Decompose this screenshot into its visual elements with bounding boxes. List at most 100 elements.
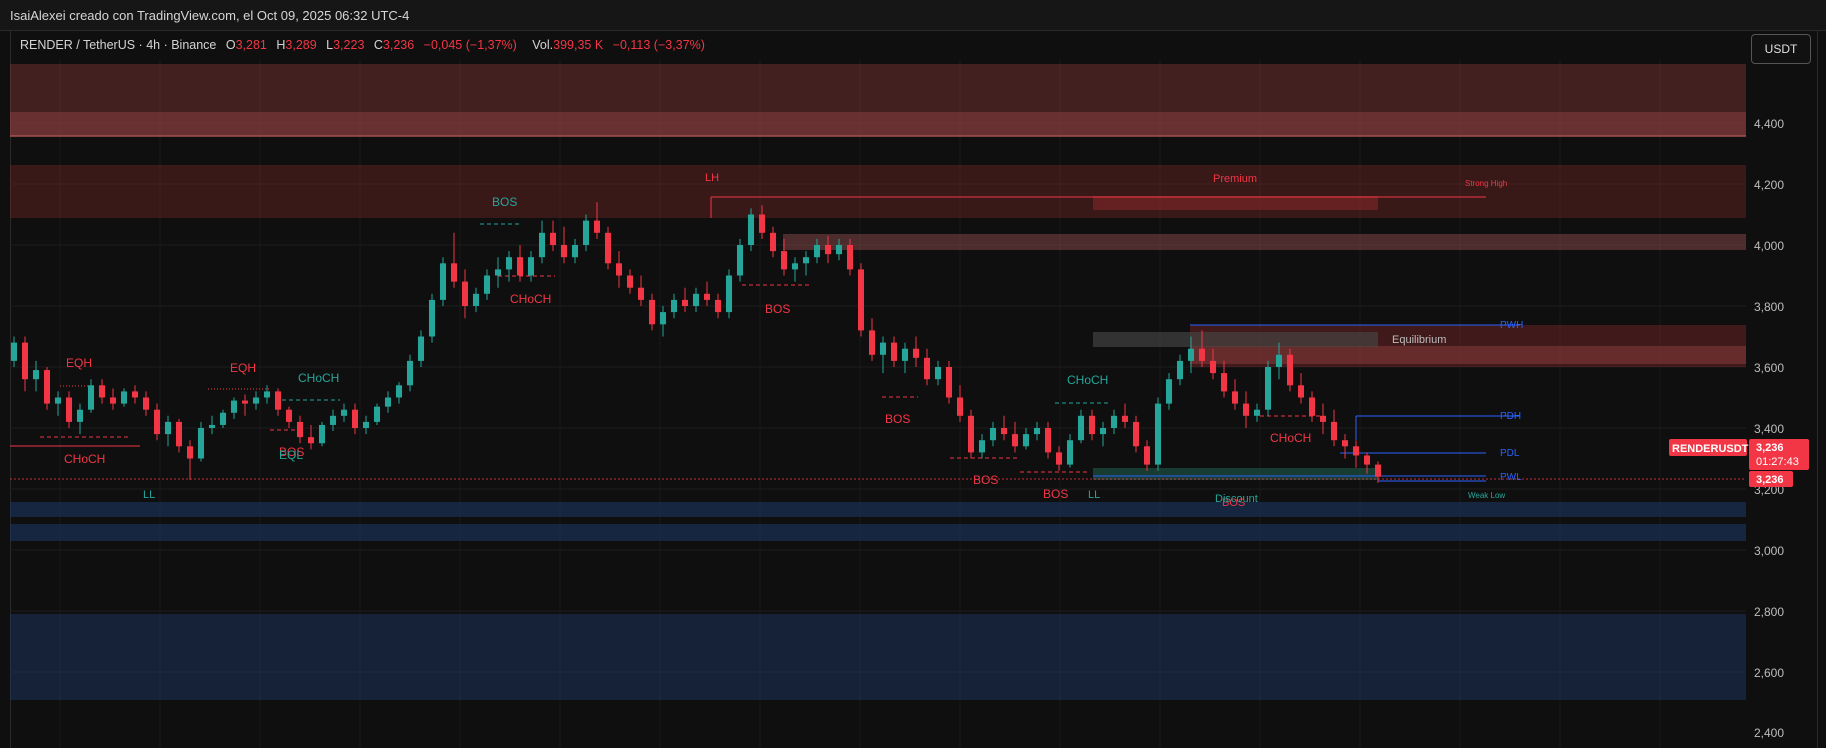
candle-body	[1374, 464, 1382, 477]
candle-body	[868, 330, 876, 355]
bos-label: BOS	[1222, 497, 1245, 509]
candle-body	[65, 397, 73, 422]
currency-unit-button[interactable]: USDT	[1751, 34, 1811, 64]
candle-body	[1154, 403, 1162, 465]
pdh-label: PDH	[1500, 411, 1521, 422]
equilibrium-zone	[1093, 332, 1378, 347]
legend-symbol[interactable]: RENDER / TetherUS · 4h · Binance	[20, 38, 217, 52]
candle-body	[87, 385, 95, 410]
choch-label: CHoCH	[1270, 431, 1311, 445]
candle-body	[923, 357, 931, 380]
candle-body	[692, 293, 700, 306]
legend-open-label: O	[225, 38, 236, 52]
candle-body	[1121, 415, 1129, 422]
price-tick: 4,200	[1754, 178, 1784, 192]
bos-label: BOS	[492, 195, 517, 209]
candle-body	[1231, 391, 1239, 404]
pwl-label: PWL	[1500, 472, 1522, 483]
candle-body	[1297, 385, 1305, 398]
candle-body	[494, 269, 502, 276]
weak-low-label: Weak Low	[1468, 491, 1505, 500]
demand-zone-3150	[10, 502, 1746, 517]
equilibrium-label: Equilibrium	[1392, 334, 1446, 346]
candle-body	[681, 299, 689, 306]
demand-zone-3050	[10, 524, 1746, 541]
candle-body	[1088, 415, 1096, 435]
premium-label: Premium	[1213, 173, 1257, 185]
candle-body	[472, 293, 480, 306]
level-price-tag	[1749, 471, 1793, 487]
candle-body	[802, 257, 810, 264]
candle-body	[428, 299, 436, 337]
price-tags: RENDERUSDT 3,236 01:27:43 3,236	[1669, 439, 1809, 487]
eqh-label: EQH	[66, 356, 92, 370]
supply-zone-top	[10, 64, 1746, 137]
candle-body	[758, 214, 766, 233]
candle-body	[1022, 434, 1030, 447]
horizontal-grid	[10, 122, 1746, 673]
candle-body	[450, 263, 458, 282]
candle-body	[835, 245, 843, 255]
candle-body	[1066, 440, 1074, 465]
candle-body	[54, 397, 62, 404]
price-axis[interactable]: 4,400 4,200 4,000 3,800 3,600 3,400 3,20…	[1754, 117, 1784, 740]
candle-body	[153, 409, 161, 435]
candle-body	[1330, 421, 1338, 441]
choch-label: CHoCH	[64, 452, 105, 466]
eql-label: EQL	[279, 448, 303, 462]
candle-body	[395, 385, 403, 398]
candle-body	[483, 275, 491, 294]
candle-body	[417, 336, 425, 361]
candle-body	[901, 348, 909, 361]
supply-zone-4000	[783, 234, 1746, 250]
choch-label: CHoCH	[1067, 373, 1108, 387]
ohlc-legend[interactable]: RENDER / TetherUS · 4h · Binance O3,281 …	[20, 38, 705, 52]
candle-body	[318, 424, 326, 444]
candle-body	[1363, 455, 1371, 465]
eqh-label: EQH	[230, 361, 256, 375]
candle-body	[615, 263, 623, 276]
legend-close-value: 3,236	[382, 38, 415, 52]
countdown-label: 01:27:43	[1756, 456, 1799, 468]
legend-high-value: 3,289	[285, 38, 317, 52]
candle-body	[659, 312, 667, 325]
candle-body	[648, 299, 656, 325]
candle-body	[527, 257, 535, 276]
candle-body	[21, 342, 29, 380]
candle-body	[736, 245, 744, 276]
premium-zone	[1093, 196, 1378, 210]
candle-body	[384, 397, 392, 407]
candle-body	[120, 391, 128, 404]
candle-body	[1132, 421, 1140, 447]
legend-open-value: 3,281	[235, 38, 267, 52]
chart-pane[interactable]	[10, 30, 1818, 748]
candle-body	[263, 391, 271, 398]
candle-body	[1275, 354, 1283, 367]
candle-body	[1308, 397, 1316, 416]
candle-body	[1011, 434, 1019, 447]
candle-body	[1253, 409, 1261, 416]
lh-label: LH	[705, 172, 719, 184]
legend-volume-change: −0,113 (−3,37%)	[612, 38, 705, 52]
candle-body	[285, 409, 293, 422]
price-tick: 4,400	[1754, 117, 1784, 131]
candle-body	[373, 406, 381, 422]
bos-label: BOS	[279, 445, 304, 459]
candle-body	[1319, 415, 1327, 422]
legend-volume-label: Vol.	[532, 38, 554, 52]
candle-body	[560, 245, 568, 258]
candle-body	[351, 409, 359, 428]
candle-body	[1352, 446, 1360, 456]
candle-body	[670, 299, 678, 313]
candle-body	[329, 415, 337, 425]
attribution-text: IsaiAlexei creado con TradingView.com, e…	[10, 8, 410, 23]
candle-body	[252, 397, 260, 404]
candle-body	[604, 232, 612, 264]
candle-body	[186, 446, 194, 459]
candle-body	[1187, 348, 1195, 361]
legend-volume-value: 399,35 K	[553, 38, 604, 52]
candle-body	[714, 299, 722, 313]
candle-body	[857, 269, 865, 331]
